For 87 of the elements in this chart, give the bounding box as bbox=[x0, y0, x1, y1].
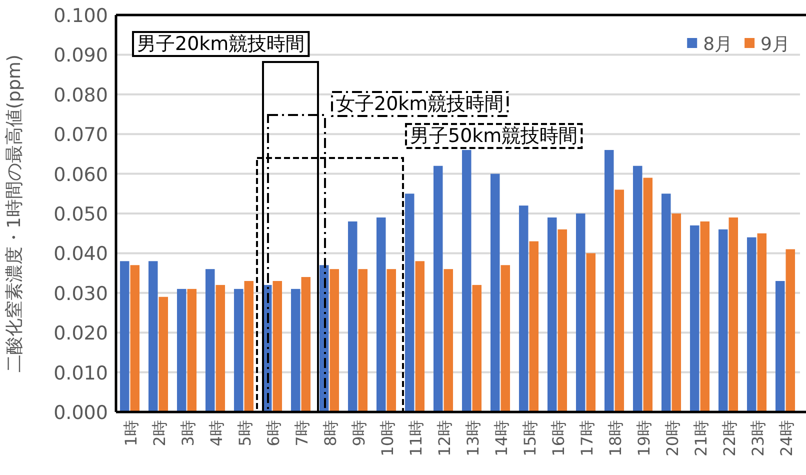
bar bbox=[234, 288, 244, 412]
y-tick-label: 0.040 bbox=[54, 243, 108, 266]
y-tick-label: 0.020 bbox=[54, 322, 108, 345]
bar bbox=[661, 194, 671, 412]
x-tick-label: 16時 bbox=[548, 420, 568, 456]
bar bbox=[386, 269, 396, 412]
x-tick-label: 6時 bbox=[264, 420, 283, 446]
x-tick-label: 7時 bbox=[292, 420, 312, 446]
x-tick-label: 10時 bbox=[378, 420, 397, 456]
bar bbox=[158, 296, 168, 412]
bar bbox=[757, 233, 767, 412]
bar bbox=[558, 229, 568, 412]
bar bbox=[472, 284, 482, 412]
y-tick-label: 0.100 bbox=[54, 5, 108, 27]
bar bbox=[690, 225, 700, 412]
x-tick-label: 8時 bbox=[320, 420, 340, 446]
bar bbox=[728, 217, 738, 412]
bar bbox=[643, 178, 653, 412]
annotation: 男子50km競技時間 bbox=[410, 125, 578, 147]
x-tick-label: 19時 bbox=[634, 420, 654, 456]
bar bbox=[433, 166, 443, 412]
x-tick-label: 12時 bbox=[434, 420, 454, 456]
x-tick-label: 13時 bbox=[463, 420, 482, 456]
bar bbox=[547, 217, 557, 412]
bar bbox=[586, 253, 596, 412]
bar bbox=[632, 166, 642, 412]
bar bbox=[529, 241, 539, 412]
x-tick-label: 18時 bbox=[606, 420, 625, 456]
bar bbox=[301, 277, 311, 412]
x-tick-label: 4時 bbox=[206, 420, 226, 446]
x-tick-label: 5時 bbox=[235, 420, 254, 446]
y-tick-label: 0.070 bbox=[54, 124, 108, 146]
x-tick-label: 22時 bbox=[720, 420, 739, 456]
bar bbox=[290, 288, 300, 412]
annotation: 男子20km競技時間 bbox=[137, 33, 305, 55]
bar bbox=[244, 280, 254, 412]
x-tick-label: 11時 bbox=[406, 420, 426, 456]
bar bbox=[614, 190, 624, 412]
x-tick-label: 24時 bbox=[776, 420, 796, 456]
bar bbox=[187, 288, 197, 412]
legend-label: 9月 bbox=[760, 34, 790, 55]
bar bbox=[576, 214, 586, 412]
x-tick-label: 9時 bbox=[349, 420, 368, 446]
x-tick-label: 15時 bbox=[520, 420, 540, 456]
bar bbox=[786, 249, 796, 412]
bar bbox=[205, 269, 215, 412]
y-tick-label: 0.010 bbox=[54, 362, 108, 384]
y-tick-label: 0.090 bbox=[54, 44, 108, 67]
x-tick-label: 2時 bbox=[150, 420, 169, 446]
annotation: 女子20km競技時間 bbox=[336, 93, 504, 115]
bar bbox=[216, 284, 226, 412]
bar bbox=[500, 265, 510, 412]
x-tick-label: 17時 bbox=[577, 420, 596, 456]
legend-label: 8月 bbox=[703, 34, 733, 55]
x-tick-label: 3時 bbox=[178, 420, 198, 446]
y-axis-title: 二酸化窒素濃度・1時間の最高値(ppm) bbox=[4, 54, 25, 372]
y-tick-label: 0.000 bbox=[54, 402, 108, 424]
bar bbox=[775, 280, 785, 412]
bar bbox=[415, 261, 425, 412]
x-tick-label: 14時 bbox=[492, 420, 511, 456]
bar bbox=[148, 261, 158, 412]
bar bbox=[490, 174, 500, 412]
bar bbox=[348, 221, 358, 412]
bar bbox=[330, 269, 340, 412]
x-tick-label: 20時 bbox=[662, 420, 682, 456]
y-tick-label: 0.050 bbox=[54, 204, 108, 226]
bar bbox=[718, 229, 728, 412]
bar bbox=[700, 221, 710, 412]
bar bbox=[672, 214, 682, 412]
x-tick-label: 23時 bbox=[748, 420, 768, 456]
bar bbox=[176, 288, 186, 412]
bar bbox=[444, 269, 454, 412]
bar bbox=[376, 217, 386, 412]
bar bbox=[462, 150, 472, 412]
bar bbox=[130, 265, 140, 412]
bar bbox=[358, 269, 368, 412]
y-tick-label: 0.060 bbox=[54, 164, 108, 186]
bar bbox=[404, 194, 414, 412]
y-tick-label: 0.030 bbox=[54, 282, 108, 305]
bar bbox=[120, 261, 130, 412]
x-tick-label: 1時 bbox=[121, 420, 140, 446]
bar bbox=[604, 150, 614, 412]
bar bbox=[518, 206, 528, 412]
bar bbox=[746, 237, 756, 412]
bar bbox=[272, 280, 282, 412]
x-tick-label: 21時 bbox=[691, 420, 710, 456]
y-tick-label: 0.080 bbox=[54, 84, 108, 106]
